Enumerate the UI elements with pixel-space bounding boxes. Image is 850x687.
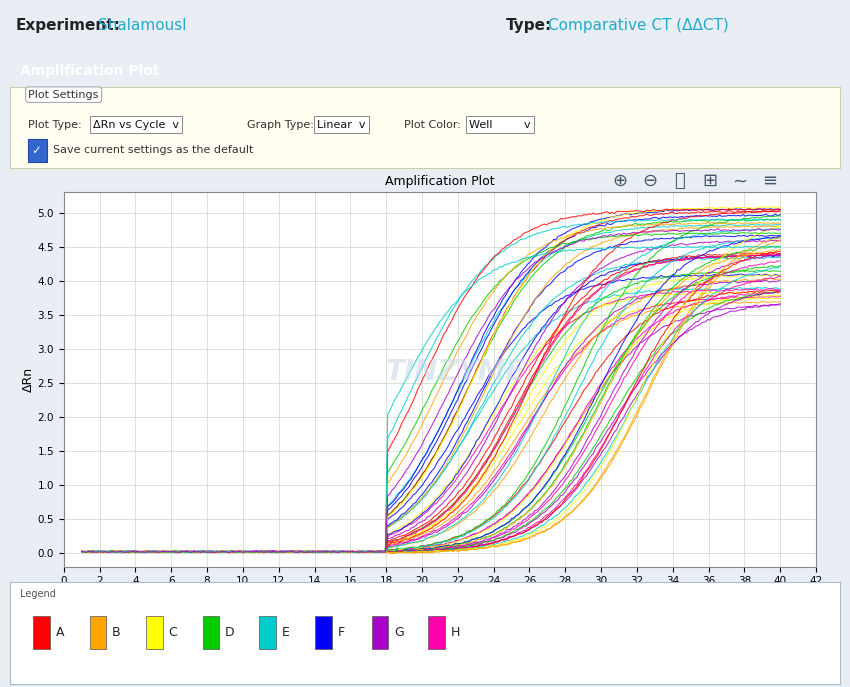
Text: ⊖: ⊖ [643,172,657,190]
Text: F: F [338,627,345,639]
FancyBboxPatch shape [202,616,219,649]
Text: Comparative CT (ΔΔCT): Comparative CT (ΔΔCT) [548,19,729,33]
Text: ⎘: ⎘ [674,172,685,190]
X-axis label: Cycle: Cycle [422,592,457,605]
Text: A: A [56,627,65,639]
Text: Experiment:: Experiment: [15,19,120,33]
Text: E: E [281,627,289,639]
Text: ΔRn vs Cycle  v: ΔRn vs Cycle v [94,120,179,130]
FancyBboxPatch shape [33,616,50,649]
Text: Shalamousl: Shalamousl [98,19,186,33]
Text: ⊕: ⊕ [612,172,627,190]
FancyBboxPatch shape [90,616,106,649]
FancyBboxPatch shape [28,139,47,162]
Text: Amplification Plot: Amplification Plot [20,65,160,78]
Text: Save current settings as the default: Save current settings as the default [54,146,253,155]
Text: TINZYME: TINZYME [385,358,524,386]
Text: C: C [168,627,178,639]
Text: G: G [394,627,404,639]
FancyBboxPatch shape [259,616,275,649]
FancyBboxPatch shape [146,616,163,649]
Text: H: H [450,627,460,639]
Text: B: B [112,627,121,639]
Text: Plot Settings: Plot Settings [28,90,99,100]
Text: ≡: ≡ [762,172,777,190]
Text: ✓: ✓ [31,144,41,157]
Text: D: D [225,627,235,639]
Y-axis label: ΔRn: ΔRn [21,367,35,392]
Text: ⊞: ⊞ [702,172,717,190]
Title: Amplification Plot: Amplification Plot [385,175,495,188]
Text: Type:: Type: [506,19,552,33]
Text: Linear  v: Linear v [317,120,366,130]
Text: ~: ~ [732,172,747,190]
FancyBboxPatch shape [372,616,388,649]
FancyBboxPatch shape [428,616,445,649]
Text: Graph Type:: Graph Type: [246,120,314,130]
Text: Plot Color:: Plot Color: [405,120,462,130]
FancyBboxPatch shape [315,616,332,649]
Text: Plot Type:: Plot Type: [28,120,82,130]
Text: Legend: Legend [20,589,56,599]
Text: Well         v: Well v [469,120,530,130]
